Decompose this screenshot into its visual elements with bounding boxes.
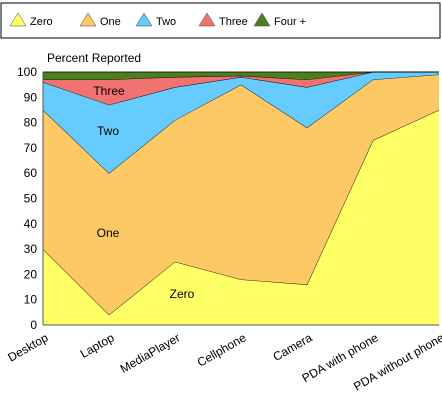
y-tick-100: 100 — [17, 65, 37, 79]
area-label-zero: Zero — [170, 287, 195, 301]
area-label-two: Two — [97, 124, 119, 138]
area-four — [43, 72, 439, 80]
y-tick-90: 90 — [24, 90, 38, 104]
area-label-one: One — [97, 226, 120, 240]
axes — [42, 72, 439, 326]
area-two — [43, 72, 439, 174]
y-tick-50: 50 — [24, 192, 38, 206]
legend-label-two: Two — [156, 16, 176, 28]
legend-label-four: Four + — [274, 16, 306, 28]
legend-swatch-two — [135, 12, 153, 27]
y-tick-10: 10 — [24, 293, 38, 307]
area-three — [43, 72, 439, 105]
legend-label-zero: Zero — [30, 16, 53, 28]
area-series — [42, 71, 440, 325]
legend-swatch-one — [79, 12, 97, 27]
y-tick-40: 40 — [24, 217, 38, 231]
x-tick-desktop: Desktop — [5, 330, 50, 364]
legend-box — [0, 2, 441, 39]
legend-label-three: Three — [219, 16, 248, 28]
legend-label-one: One — [100, 16, 121, 28]
area-labels: Zero One Two Three — [93, 84, 194, 301]
y-tick-0: 0 — [30, 318, 37, 332]
y-tick-labels: 0 10 20 30 40 50 60 70 80 90 100 — [17, 65, 37, 332]
y-tick-70: 70 — [24, 141, 38, 155]
area-label-three: Three — [93, 84, 125, 98]
x-tick-mediaplayer: MediaPlayer — [118, 330, 183, 375]
x-tick-cellphone: Cellphone — [195, 330, 249, 369]
y-tick-20: 20 — [24, 267, 38, 281]
area-one — [43, 74, 439, 315]
y-axis-title: Percent Reported — [47, 51, 141, 65]
x-tick-labels: Desktop Laptop MediaPlayer Cellphone CameraP… — [5, 330, 442, 393]
y-tick-80: 80 — [24, 116, 38, 130]
legend-swatch-zero — [9, 12, 27, 27]
area-zero — [43, 109, 439, 325]
legend-swatch-four — [253, 12, 271, 27]
legend: Zero One Two Three Four + — [0, 2, 441, 39]
x-tick-camera: Camera — [271, 330, 315, 364]
legend-swatch-three — [198, 12, 216, 27]
x-tick-laptop: Laptop — [78, 330, 117, 361]
y-tick-60: 60 — [24, 166, 38, 180]
y-tick-30: 30 — [24, 242, 38, 256]
